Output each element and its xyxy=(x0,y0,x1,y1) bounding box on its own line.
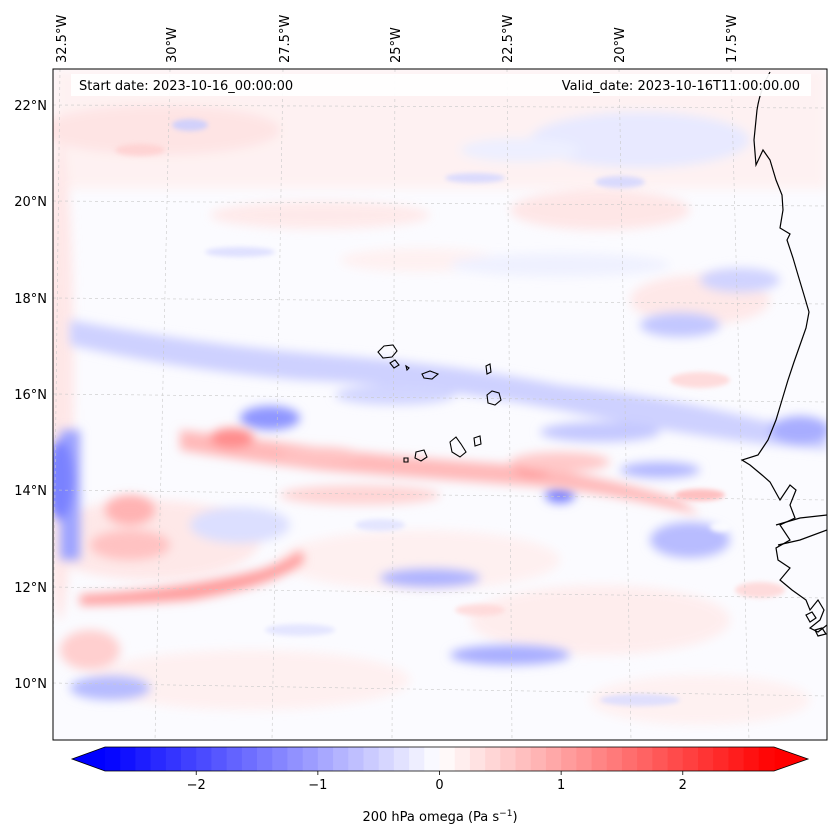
lat-label: 12°N xyxy=(14,581,47,596)
lon-label: 25°W xyxy=(389,27,404,63)
colorbar-segment xyxy=(120,747,136,771)
lon-label: 27.5°W xyxy=(278,15,293,63)
lat-label: 16°N xyxy=(14,388,47,403)
colorbar-segment xyxy=(333,747,349,771)
colorbar-tick-label: −1 xyxy=(308,778,327,793)
lat-label: 20°N xyxy=(14,195,47,210)
colorbar-segment xyxy=(500,747,517,771)
colorbar-segment xyxy=(606,747,623,771)
colorbar-tick-label: 0 xyxy=(435,778,443,793)
colorbar-segment xyxy=(728,747,745,771)
colorbar: −2 −1 0 1 2 200 hPa omega (Pa s−1) xyxy=(70,746,810,825)
colorbar-segment xyxy=(165,747,182,771)
colorbar-segment xyxy=(713,747,729,771)
info-header: Start date: 2023-10-16_00:00:00 Valid_da… xyxy=(71,74,811,96)
lon-label: 32.5°W xyxy=(55,15,70,63)
map-frame xyxy=(52,68,828,741)
coastline xyxy=(740,71,827,637)
colorbar-segment xyxy=(485,747,501,771)
colorbar-segment xyxy=(226,747,243,771)
lon-label: 30°W xyxy=(165,27,180,63)
colorbar-segment xyxy=(439,747,456,771)
colorbar-segment xyxy=(652,747,669,771)
colorbar-segment xyxy=(317,747,334,771)
colorbar-segment xyxy=(211,747,228,771)
colorbar-segment xyxy=(378,747,395,771)
colorbar-extend-low xyxy=(72,747,105,771)
lon-label: 20°W xyxy=(613,27,628,63)
colorbar-segment xyxy=(743,747,760,771)
colorbar-segment xyxy=(530,747,547,771)
colorbar-segment xyxy=(241,747,258,771)
colorbar-segment xyxy=(591,747,608,771)
colorbar-segment xyxy=(454,747,471,771)
colorbar-extend-high xyxy=(774,747,808,771)
colorbar-segment xyxy=(758,747,775,771)
islands xyxy=(377,344,502,463)
colorbar-segment xyxy=(667,747,684,771)
colorbar-segment xyxy=(469,747,486,771)
colorbar-segment xyxy=(272,747,289,771)
info-box xyxy=(71,74,811,96)
colorbar-tick-label: 2 xyxy=(679,778,687,793)
colorbar-segment xyxy=(409,747,425,771)
colorbar-segment xyxy=(515,747,532,771)
lat-label: 22°N xyxy=(14,99,47,114)
colorbar-segment xyxy=(424,747,441,771)
colorbar-segment xyxy=(363,747,380,771)
lat-labels: 22°N 20°N 18°N 16°N 14°N 12°N 10°N xyxy=(14,99,47,692)
lon-label: 17.5°W xyxy=(725,15,740,63)
colorbar-tick-label: −2 xyxy=(187,778,206,793)
colorbar-segment xyxy=(257,747,273,771)
colorbar-segment xyxy=(105,747,121,771)
colorbar-label: 200 hPa omega (Pa s−1) xyxy=(362,809,517,825)
colorbar-segment xyxy=(637,747,653,771)
lon-label: 22.5°W xyxy=(501,15,516,63)
colorbar-segment xyxy=(348,747,365,771)
colorbar-segment xyxy=(393,747,410,771)
lat-label: 10°N xyxy=(14,677,47,692)
start-date: Start date: 2023-10-16_00:00:00 xyxy=(79,79,293,94)
map-panel: Start date: 2023-10-16_00:00:00 Valid_da… xyxy=(52,68,828,741)
colorbar-segment xyxy=(697,747,714,771)
colorbar-segment xyxy=(302,747,319,771)
colorbar-segment xyxy=(576,747,593,771)
colorbar-segment xyxy=(545,747,562,771)
colorbar-segment xyxy=(181,747,197,771)
lon-labels: 32.5°W 30°W 27.5°W 25°W 22.5°W 20°W 17.5… xyxy=(55,15,740,63)
colorbar-outline xyxy=(70,746,810,772)
colorbar-segment xyxy=(561,747,577,771)
colorbar-segment xyxy=(682,747,699,771)
colorbar-segments xyxy=(105,747,775,771)
colorbar-segment xyxy=(196,747,213,771)
colorbar-segment xyxy=(621,747,638,771)
colorbar-segment xyxy=(287,747,304,771)
colorbar-segment xyxy=(135,747,152,771)
valid-date: Valid_date: 2023-10-16T11:00:00.00 xyxy=(562,79,800,94)
colorbar-tick-label: 1 xyxy=(557,778,565,793)
lat-label: 18°N xyxy=(14,292,47,307)
lat-label: 14°N xyxy=(14,484,47,499)
colorbar-ticks: −2 −1 0 1 2 xyxy=(187,771,687,793)
colorbar-segment xyxy=(150,747,167,771)
